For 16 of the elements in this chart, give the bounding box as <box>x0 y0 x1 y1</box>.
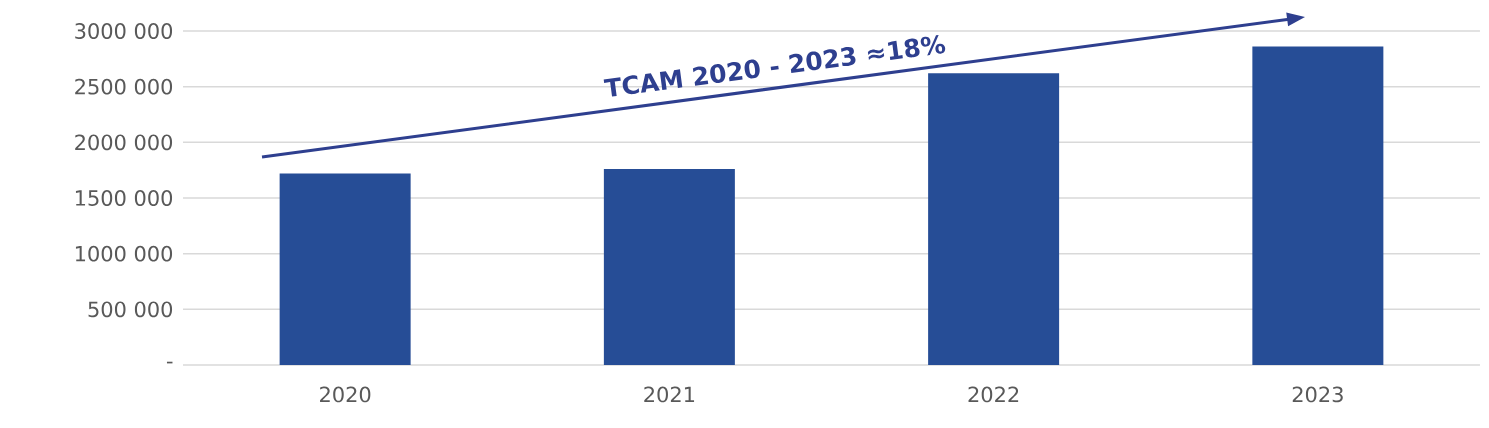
y-tick-label: 1000 000 <box>75 245 173 262</box>
bar <box>1252 46 1384 365</box>
y-tick-label: - <box>166 361 173 364</box>
y-tick-label: 2000 000 <box>75 134 173 151</box>
y-tick-label: 1500 000 <box>75 190 173 206</box>
x-tick-label: 2023 <box>1292 386 1343 403</box>
bar <box>603 169 735 365</box>
x-tick-label: 2022 <box>968 386 1019 403</box>
bar <box>279 173 411 365</box>
x-tick-label: 2020 <box>320 386 371 403</box>
annotation: TCAM 2020 - 2023 ≈18% <box>603 34 946 97</box>
y-tick-label: 3000 000 <box>75 23 173 39</box>
bar <box>928 73 1060 365</box>
y-tick-label: 500 000 <box>88 301 173 318</box>
y-tick-label: 2500 000 <box>75 78 173 95</box>
x-tick-label: 2021 <box>644 386 695 403</box>
